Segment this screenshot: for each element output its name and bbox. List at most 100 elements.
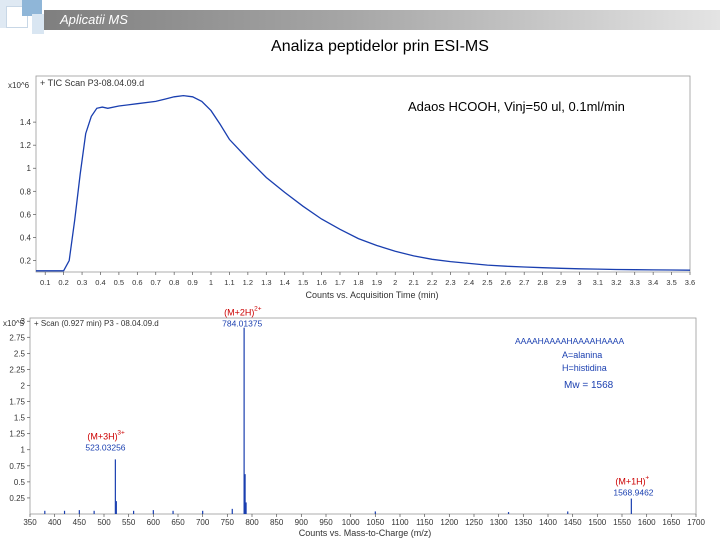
ms-y-tick-label: 0.25 [9,494,25,503]
tic-x-tick-label: 1.3 [261,278,271,287]
ms-x-tick-label: 350 [23,518,37,527]
tic-y-tick-label: 1 [27,164,32,173]
ms-x-tick-label: 650 [171,518,185,527]
tic-x-tick-label: 3.1 [593,278,603,287]
tic-x-tick-label: 3 [577,278,581,287]
ms-x-tick-label: 1250 [465,518,483,527]
tic-x-tick-label: 1.9 [372,278,382,287]
tic-x-tick-label: 2.7 [519,278,529,287]
slide-title: Analiza peptidelor prin ESI-MS [271,38,489,55]
ms-annotation-mz: 523.03256 [85,442,125,452]
tic-x-tick-label: 2.4 [464,278,474,287]
ms-x-tick-label: 700 [196,518,210,527]
tic-x-label: Counts vs. Acquisition Time (min) [305,290,438,300]
tic-x-tick-label: 0.6 [132,278,142,287]
tic-y-tick-label: 1.4 [20,118,32,127]
ms-y-tick-label: 1.25 [9,430,25,439]
tic-x-tick-label: 2.3 [445,278,455,287]
tic-x-tick-label: 0.9 [187,278,197,287]
tic-x-tick-label: 0.5 [114,278,124,287]
ms-y-tick-label: 0.75 [9,462,25,471]
ms-y-scale: x10^5 [3,319,25,328]
ms-x-tick-label: 950 [319,518,333,527]
tic-x-tick-label: 1.6 [316,278,326,287]
ms-annotation-mz: 1568.9462 [613,488,653,498]
ms-x-tick-label: 1550 [613,518,631,527]
ms-x-tick-label: 1450 [564,518,582,527]
ms-x-tick-label: 1100 [391,518,409,527]
ms-x-tick-label: 1400 [539,518,557,527]
ms-x-tick-label: 1150 [416,518,434,527]
ms-x-tick-label: 400 [48,518,62,527]
ms-y-tick-label: 0.5 [14,478,26,487]
tic-y-tick-label: 0.8 [20,187,32,196]
tic-x-tick-label: 0.4 [95,278,105,287]
tic-plot-frame [35,75,691,273]
tic-y-ticks: 0.2 0.4 0.6 0.8 1 1.2 1.4 [20,118,36,265]
tic-x-tick-label: 1 [209,278,213,287]
tic-x-tick-label: 0.8 [169,278,179,287]
ms-info-line-mw: Mw = 1568 [564,380,614,391]
ms-annotation-charge: 2+ [254,306,262,313]
ms-info-line-histidine: H=histidina [562,363,607,373]
banner-gradient-strip [44,10,720,30]
ms-y-tick-label: 2 [21,381,26,390]
ms-x-tick-label: 1350 [514,518,532,527]
ms-x-tick-label: 1500 [588,518,606,527]
ms-y-tick-label: 2.25 [9,365,25,374]
ms-annotation-ion: (M+1H) [615,477,645,487]
ms-x-tick-label: 600 [147,518,161,527]
banner-square-blue [22,0,42,16]
ms-x-tick-label: 550 [122,518,136,527]
ms-y-tick-label: 1.75 [9,398,25,407]
tic-x-tick-label: 3.6 [685,278,695,287]
tic-x-tick-label: 1.2 [243,278,253,287]
tic-x-tick-label: 1.8 [353,278,363,287]
banner-title: Aplicatii MS [60,12,128,27]
ms-info-sequence: AAAAHAAAAHAAAAHAAAA [515,336,624,346]
tic-y-tick-label: 1.2 [20,141,32,150]
tic-x-ticks: 0.1 0.2 0.3 0.4 0.5 0.6 0.7 0.8 0.9 1 1.1 1.2 1.3 1.4… [40,272,695,287]
ms-x-tick-label: 1650 [662,518,680,527]
ms-x-tick-label: 1300 [490,518,508,527]
tic-x-tick-label: 1.5 [298,278,308,287]
tic-x-tick-label: 1.7 [335,278,345,287]
tic-y-tick-label: 0.2 [20,256,32,265]
tic-x-tick-label: 3.2 [611,278,621,287]
ms-y-tick-label: 3 [21,317,26,326]
tic-chart-title: + TIC Scan P3-08.04.09.d [40,78,144,88]
ms-chart-title: + Scan (0.927 min) P3 - 08.04.09.d [34,319,159,328]
tic-x-tick-label: 3.5 [666,278,676,287]
tic-x-tick-label: 2.2 [427,278,437,287]
ms-x-tick-label: 500 [97,518,111,527]
ms-x-ticks: 350 400 450 500 550 600 650 700 750 800 850 900 950 1… [23,514,705,527]
ms-y-ticks: 0.25 0.5 0.75 1 1.25 1.5 1.75 2 2.25 2.5 2.75 3 [9,317,30,503]
ms-info-line-alanine: A=alanina [562,350,602,360]
tic-x-tick-label: 3.4 [648,278,658,287]
ms-y-tick-label: 1.5 [14,414,26,423]
ms-x-tick-label: 1600 [638,518,656,527]
ms-x-tick-label: 450 [73,518,87,527]
ms-x-tick-label: 900 [295,518,309,527]
ms-x-tick-label: 1000 [342,518,360,527]
ms-x-tick-label: 1050 [366,518,384,527]
ms-annotations: (M+2H) 2+ 784.01375 (M+3H) 3+ 523.03256 (M+1H)… [85,306,653,498]
ms-annotation-ion: (M+2H) [224,308,254,318]
tic-x-tick-label: 0.7 [151,278,161,287]
ms-peaks [44,327,632,514]
tic-x-tick-label: 1.1 [224,278,234,287]
ms-x-tick-label: 1200 [440,518,458,527]
ms-x-tick-label: 850 [270,518,284,527]
ms-x-tick-label: 800 [245,518,259,527]
ms-annotation-mz: 784.01375 [222,319,262,329]
tic-x-tick-label: 0.1 [40,278,50,287]
ms-annotation-charge: 3+ [117,429,125,436]
tic-series-line [36,94,691,272]
ms-x-tick-label: 750 [221,518,235,527]
tic-x-tick-label: 1.4 [279,278,289,287]
tic-x-tick-label: 0.3 [77,278,87,287]
tic-x-tick-label: 3.3 [630,278,640,287]
tic-x-tick-label: 2 [393,278,397,287]
tic-x-tick-label: 2.8 [537,278,547,287]
